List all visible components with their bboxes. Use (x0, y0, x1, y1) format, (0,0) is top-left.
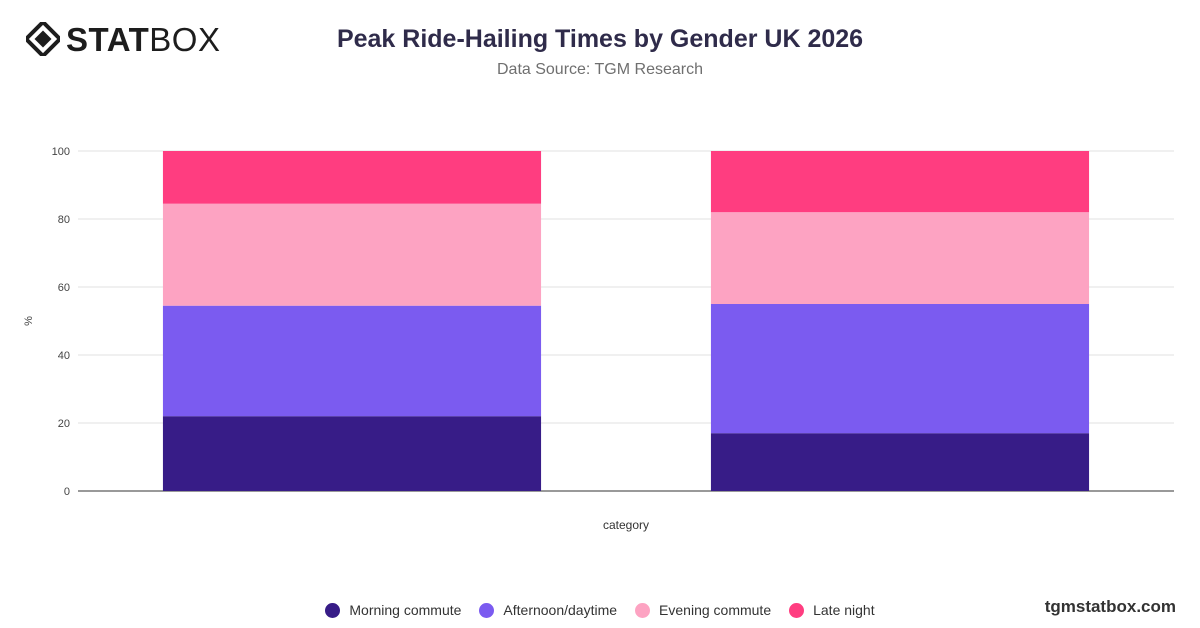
bar-segment (162, 305, 542, 417)
y-tick-label: 100 (52, 146, 70, 158)
bar-segment (710, 304, 1090, 434)
legend-item: Late night (789, 602, 875, 618)
legend-label: Morning commute (349, 602, 462, 618)
legend-swatch (635, 602, 651, 618)
bar-segment (710, 433, 1090, 491)
legend-swatch (479, 602, 495, 618)
logo-wordmark: STATBOX (66, 23, 220, 56)
legend-label: Afternoon/daytime (503, 602, 618, 618)
legend-swatch (325, 602, 341, 618)
chart-title: Peak Ride-Hailing Times by Gender UK 202… (336, 25, 864, 53)
bar-segment (162, 203, 542, 306)
y-tick-label: 60 (58, 282, 70, 294)
y-tick-label: 20 (58, 418, 70, 430)
y-tick-label: 0 (64, 486, 70, 498)
legend-label: Late night (813, 602, 875, 618)
legend-item: Evening commute (635, 602, 771, 618)
legend-item: Morning commute (325, 602, 461, 618)
bar-segment (162, 151, 542, 204)
x-axis-label: category (603, 518, 649, 532)
diamond-logo-icon (26, 22, 60, 56)
bar-segment (710, 212, 1090, 304)
y-axis-label: % (23, 316, 35, 326)
y-tick-label: 40 (58, 350, 70, 362)
brand-logo: STATBOX (26, 22, 220, 56)
legend-item: Afternoon/daytime (479, 602, 617, 618)
bar-segment (710, 151, 1090, 213)
bar-segment (162, 416, 542, 491)
chart-legend: Morning commute Afternoon/daytime Evening … (0, 602, 1200, 618)
legend-swatch (789, 602, 805, 618)
logo-bold-text: STAT (66, 20, 150, 58)
logo-light-text: BOX (149, 20, 221, 58)
y-tick-label: 80 (58, 214, 70, 226)
legend-label: Evening commute (659, 602, 772, 618)
stacked-bar-chart: 0 20 40 60 80 100% category (23, 146, 1174, 532)
brand-url: tgmstatbox.com (1044, 597, 1176, 616)
chart-subtitle: Data Source: TGM Research (496, 61, 703, 78)
